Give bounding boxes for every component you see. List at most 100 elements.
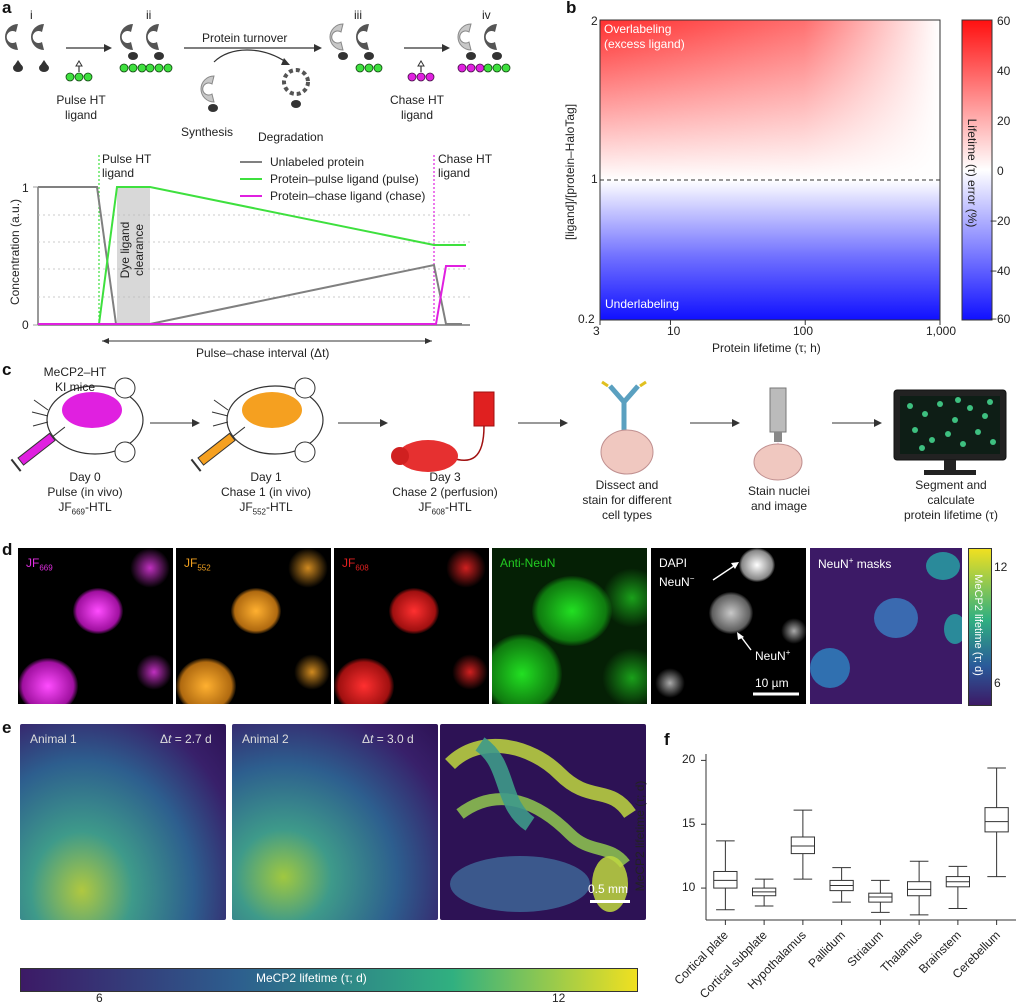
step-day3-dye: JF608-HTL bbox=[418, 500, 472, 517]
panel-label-f: f bbox=[664, 730, 670, 749]
cbar-b-tick-0: 0 bbox=[997, 164, 1004, 178]
mouse-label: MeCP2–HT KI mice bbox=[43, 365, 107, 394]
mouse-day1 bbox=[190, 377, 324, 472]
chase-ligand-label: Chase HT ligand bbox=[389, 93, 445, 122]
heatmap-xtick-3: 3 bbox=[593, 324, 600, 338]
animal2-name: Animal 2 bbox=[242, 732, 289, 746]
degradation-label: Degradation bbox=[258, 130, 324, 144]
synthesis-label: Synthesis bbox=[181, 125, 234, 139]
label-dapi: DAPI bbox=[659, 556, 688, 570]
monitor bbox=[893, 389, 1007, 475]
pulse-marker-label: Pulse HT ligand bbox=[102, 152, 152, 180]
box-brainstem bbox=[945, 865, 970, 910]
stage-i: i bbox=[30, 8, 33, 22]
cbar-e-tick-6: 6 bbox=[96, 991, 103, 1005]
turnover-label: Protein turnover bbox=[202, 31, 288, 45]
dapi-arrows bbox=[712, 562, 799, 696]
interval-label: Pulse–chase interval (Δt) bbox=[192, 346, 334, 360]
neun-neg-label: NeuN− bbox=[659, 574, 695, 589]
underlabeling-annotation: Underlabeling bbox=[605, 297, 680, 311]
box-iqr bbox=[790, 836, 815, 855]
step-image: Stain nuclei and image bbox=[747, 484, 811, 513]
concentration-ylabel: Concentration (a.u.) bbox=[8, 198, 22, 306]
scale-label-d: 10 µm bbox=[755, 676, 789, 690]
clearance-region bbox=[117, 187, 150, 324]
label-neun-masks: NeuN+ masks bbox=[818, 556, 892, 571]
boxplot-ytick-label: 10 bbox=[682, 880, 696, 895]
box-striatum bbox=[868, 879, 893, 913]
box-pallidum bbox=[829, 867, 854, 903]
boxplot-ylabel: MeCP2 lifetime (τ; d) bbox=[633, 780, 647, 892]
scale-label-e: 0.5 mm bbox=[588, 882, 629, 896]
heatmap-ytick-1: 1 bbox=[591, 172, 598, 186]
box-cerebellum bbox=[984, 767, 1009, 878]
brain-section-animal1: Animal 1 Δt = 2.7 d bbox=[20, 724, 226, 920]
stage-iii: iii bbox=[354, 8, 362, 22]
cbar-e-tick-12: 12 bbox=[552, 991, 566, 1005]
box-iqr bbox=[868, 892, 893, 903]
panel-label-a: a bbox=[2, 0, 12, 17]
heatmap-ytick-0: 0.2 bbox=[578, 312, 595, 326]
step-day3-desc: Chase 2 (perfusion) bbox=[392, 485, 498, 499]
microscope bbox=[753, 387, 803, 481]
overlabeling-annotation: Overlabeling (excess ligand) bbox=[604, 22, 685, 51]
cbar-d-label: MeCP2 lifetime (τ; d) bbox=[972, 574, 984, 676]
step-day3: Day 3 Chase 2 (perfusion) JF608-HTL bbox=[370, 470, 520, 519]
heatmap-xtick-100: 100 bbox=[793, 324, 814, 338]
step-day0-day: Day 0 bbox=[69, 470, 101, 484]
pulse-ligand-label: Pulse HT ligand bbox=[56, 93, 106, 122]
workflow-schematic bbox=[10, 377, 1007, 481]
stage-ii: ii bbox=[146, 8, 152, 22]
stage-iv: iv bbox=[482, 8, 491, 22]
lifetime-error-heatmap bbox=[599, 19, 993, 325]
perfused-brain bbox=[391, 391, 495, 472]
step-segment: Segment and calculate protein lifetime (… bbox=[903, 478, 999, 522]
panel-label-b: b bbox=[566, 0, 577, 17]
cbar-b-tick-60: 60 bbox=[997, 14, 1011, 28]
image-jf552: JF552 bbox=[176, 548, 331, 704]
heatmap-ylabel: [ligand]/[protein–HaloTag] bbox=[563, 103, 577, 241]
halotag-schematic bbox=[5, 23, 511, 112]
heatmap-ytick-2: 2 bbox=[591, 14, 598, 28]
label-jf608: JF608 bbox=[342, 556, 369, 573]
legend-pulse: Protein–pulse ligand (pulse) bbox=[270, 172, 419, 186]
cbar-d-min: 6 bbox=[994, 676, 1001, 690]
colorbar-e bbox=[20, 968, 638, 992]
step-day0: Day 0 Pulse (in vivo) JF669-HTL bbox=[15, 470, 155, 519]
brain-section-animal2: Animal 2 Δt = 3.0 d bbox=[232, 724, 438, 920]
legend-unlabeled: Unlabeled protein bbox=[270, 155, 365, 169]
cbar-b-tick-m60: −60 bbox=[990, 312, 1011, 326]
box-iqr bbox=[907, 881, 932, 897]
cbar-b-tick-m40: −40 bbox=[990, 264, 1011, 278]
boxplot-ytick-label: 15 bbox=[682, 816, 696, 831]
cbar-d-max: 12 bbox=[994, 560, 1008, 574]
animal1-name: Animal 1 bbox=[30, 732, 77, 746]
step-dissect: Dissect and stain for different cell typ… bbox=[582, 478, 672, 522]
cbar-b-tick-m20: −20 bbox=[990, 214, 1011, 228]
panel-label-d: d bbox=[2, 540, 13, 559]
heatmap-xtick-1000: 1,000 bbox=[926, 324, 957, 338]
animal2-dt: Δt = 3.0 d bbox=[362, 732, 414, 746]
antibody-stain bbox=[600, 380, 654, 475]
box-hypothalamus bbox=[790, 809, 815, 880]
label-jf669: JF669 bbox=[26, 556, 53, 573]
step-day1-day: Day 1 bbox=[250, 470, 282, 484]
animal1-dt: Δt = 2.7 d bbox=[160, 732, 212, 746]
ytick-1: 1 bbox=[22, 181, 29, 195]
brain-section-cerebellum: 0.5 mm bbox=[440, 724, 646, 920]
cbar-e-label: MeCP2 lifetime (τ; d) bbox=[256, 971, 367, 985]
mouse-day0 bbox=[10, 377, 144, 472]
concentration-plot bbox=[33, 155, 470, 344]
box-cortical-plate bbox=[713, 840, 738, 911]
clearance-label: Dye ligand clearance bbox=[118, 221, 146, 279]
box-plot bbox=[701, 754, 1016, 925]
image-jf608: JF608 bbox=[334, 548, 489, 704]
step-day3-day: Day 3 bbox=[429, 470, 461, 484]
chase-marker-label: Chase HT ligand bbox=[438, 152, 493, 180]
boxplot-ytick-label: 20 bbox=[682, 752, 696, 767]
image-jf669: JF669 bbox=[18, 548, 173, 704]
cbar-b-tick-20: 20 bbox=[997, 114, 1011, 128]
step-day1-desc: Chase 1 (in vivo) bbox=[220, 485, 312, 499]
scale-bar-e bbox=[590, 900, 630, 903]
step-day1-dye: JF552-HTL bbox=[239, 500, 293, 517]
